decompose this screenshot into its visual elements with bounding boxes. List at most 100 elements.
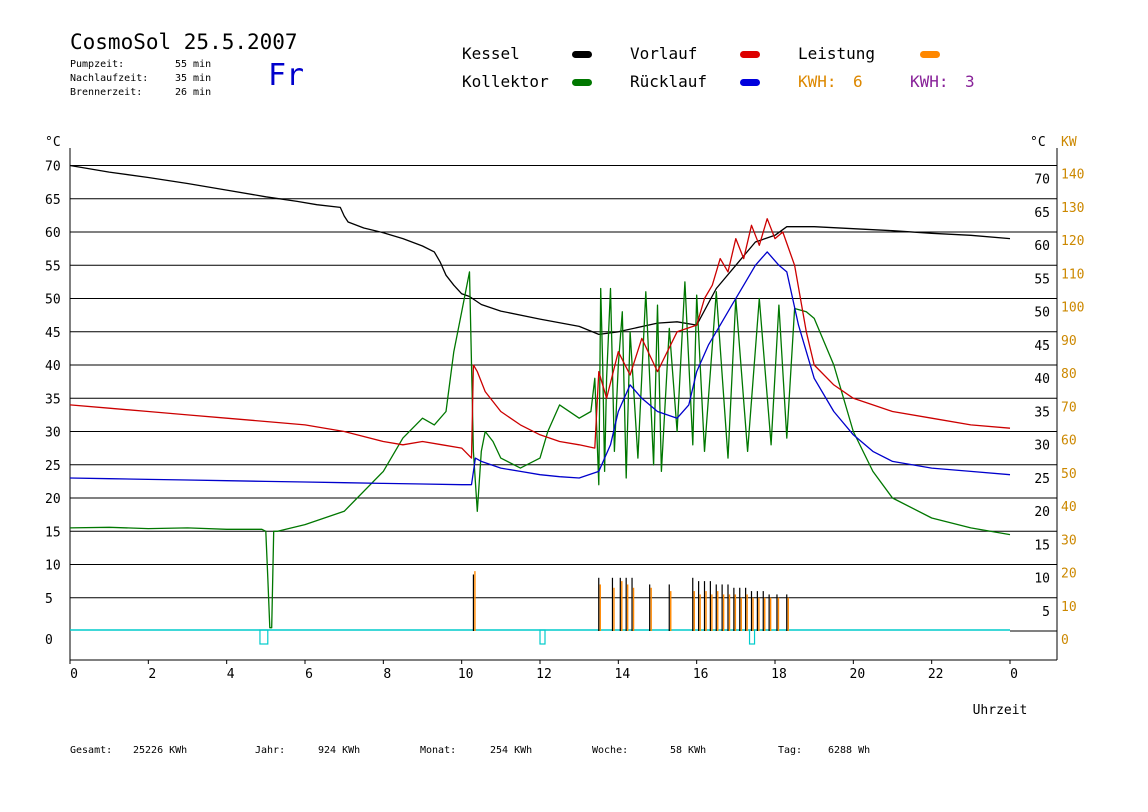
y-unit-right-temp: °C — [1030, 135, 1046, 150]
xtick-label: 18 — [771, 667, 787, 682]
legend-leistung-swatch — [920, 51, 940, 58]
legend-ruecklauf: Rücklauf — [630, 72, 708, 91]
legend-ruecklauf-swatch — [740, 79, 760, 86]
xtick-label: 0 — [70, 667, 78, 682]
footer-tag-value: 6288 Wh — [828, 745, 871, 756]
ytick-right-temp: 25 — [1034, 472, 1050, 487]
ytick-left: 15 — [45, 525, 61, 540]
legend-kollektor: Kollektor — [462, 72, 549, 91]
ytick-right-temp: 50 — [1034, 306, 1050, 321]
xtick-label: 16 — [693, 667, 709, 682]
footer-woche-label: Woche: — [592, 745, 629, 756]
ytick-right-power: 110 — [1061, 267, 1084, 282]
ytick-left: 10 — [45, 559, 61, 574]
legend-vorlauf: Vorlauf — [630, 44, 698, 63]
ytick-right-power: 30 — [1061, 533, 1077, 548]
vorlauf-line — [69, 218, 1011, 459]
ytick-left: 70 — [45, 160, 61, 175]
xtick-label: 2 — [148, 667, 156, 682]
footer-gesamt-label: Gesamt: — [70, 745, 113, 756]
ytick-right-temp: 15 — [1034, 538, 1050, 553]
ytick-right-power: 20 — [1061, 567, 1077, 582]
legend-vorlauf-swatch — [740, 51, 760, 58]
pumpzeit-value: 55 min — [175, 59, 212, 70]
ytick-right-power: 40 — [1061, 500, 1077, 515]
footer-tag-label: Tag: — [778, 745, 803, 756]
ytick-right-power: 130 — [1061, 201, 1084, 216]
ytick-left: 25 — [45, 459, 61, 474]
ytick-right-power: 100 — [1061, 301, 1084, 316]
xtick-label: 6 — [305, 667, 313, 682]
ytick-right-power: 120 — [1061, 234, 1084, 249]
xtick-label: 22 — [928, 667, 944, 682]
ytick-left: 60 — [45, 226, 61, 241]
footer-jahr-value: 924 KWh — [318, 745, 361, 756]
chart-title: CosmoSol 25.5.2007 — [70, 30, 298, 54]
footer-woche-value: 58 KWh — [670, 745, 707, 756]
ytick-right-power: 50 — [1061, 467, 1077, 482]
ytick-right-power: 80 — [1061, 367, 1077, 382]
ytick-right-power: 60 — [1061, 434, 1077, 449]
legend-kollektor-swatch — [572, 79, 592, 86]
x-axis-label: Uhrzeit — [973, 703, 1028, 718]
legend-kessel: Kessel — [462, 44, 520, 63]
y-unit-left: °C — [45, 135, 61, 150]
ytick-right-temp: 70 — [1034, 173, 1050, 188]
kollektor-line — [69, 271, 1011, 629]
xtick-label: 8 — [383, 667, 391, 682]
pump-marker-1 — [539, 629, 546, 645]
legend-kessel-swatch — [572, 51, 592, 58]
ytick-left: 50 — [45, 293, 61, 308]
ytick-right-power: 90 — [1061, 334, 1077, 349]
footer-monat-value: 254 KWh — [490, 745, 533, 756]
ytick-right-temp: 10 — [1034, 572, 1050, 587]
ytick-right-temp: 30 — [1034, 439, 1050, 454]
brennerzeit-label: Brennerzeit: — [70, 87, 143, 98]
xtick-label: 4 — [227, 667, 235, 682]
ytick-right-temp: 45 — [1034, 339, 1050, 354]
brennerzeit-value: 26 min — [175, 87, 212, 98]
ytick-right-temp: 20 — [1034, 505, 1050, 520]
xtick-label: 20 — [850, 667, 866, 682]
ytick-right-temp: 55 — [1034, 272, 1050, 287]
ytick-right-temp: 35 — [1034, 405, 1050, 420]
legend-kwh-purple-value: 3 — [965, 72, 975, 91]
ytick-right-temp: 5 — [1042, 605, 1050, 620]
ruecklauf-line — [69, 251, 1011, 486]
ytick-right-power: 0 — [1061, 633, 1069, 648]
kessel-line — [69, 164, 1011, 336]
legend-kwh-orange-label: KWH: — [798, 72, 837, 91]
footer-jahr-label: Jahr: — [255, 745, 286, 756]
y-unit-right-power: KW — [1061, 135, 1077, 150]
ytick-left: 5 — [45, 592, 53, 607]
ytick-right-temp: 40 — [1034, 372, 1050, 387]
pumpzeit-label: Pumpzeit: — [70, 59, 125, 70]
ytick-left: 30 — [45, 426, 61, 441]
legend-kwh-purple-label: KWH: — [910, 72, 949, 91]
footer-monat-label: Monat: — [420, 745, 457, 756]
xtick-label: 12 — [536, 667, 552, 682]
legend-kwh-orange-value: 6 — [853, 72, 863, 91]
ytick-left: 45 — [45, 326, 61, 341]
ytick-right-temp: 65 — [1034, 206, 1050, 221]
ytick-left: 20 — [45, 492, 61, 507]
pump-marker-2 — [748, 629, 756, 645]
ytick-right-temp: 60 — [1034, 239, 1050, 254]
ytick-right-power: 10 — [1061, 600, 1077, 615]
xtick-label: 0 — [1010, 667, 1018, 682]
ytick-left: 0 — [45, 633, 53, 648]
ytick-right-power: 70 — [1061, 400, 1077, 415]
nachlaufzeit-label: Nachlaufzeit: — [70, 73, 149, 84]
footer-gesamt-value: 25226 KWh — [133, 745, 188, 756]
ytick-left: 55 — [45, 259, 61, 274]
ytick-left: 65 — [45, 193, 61, 208]
nachlaufzeit-value: 35 min — [175, 73, 212, 84]
pump-marker-0 — [259, 629, 269, 645]
legend-leistung: Leistung — [798, 44, 876, 63]
ytick-left: 35 — [45, 392, 61, 407]
xtick-label: 14 — [615, 667, 631, 682]
ytick-left: 40 — [45, 359, 61, 374]
day-of-week: Fr — [268, 58, 305, 93]
xtick-label: 10 — [458, 667, 474, 682]
